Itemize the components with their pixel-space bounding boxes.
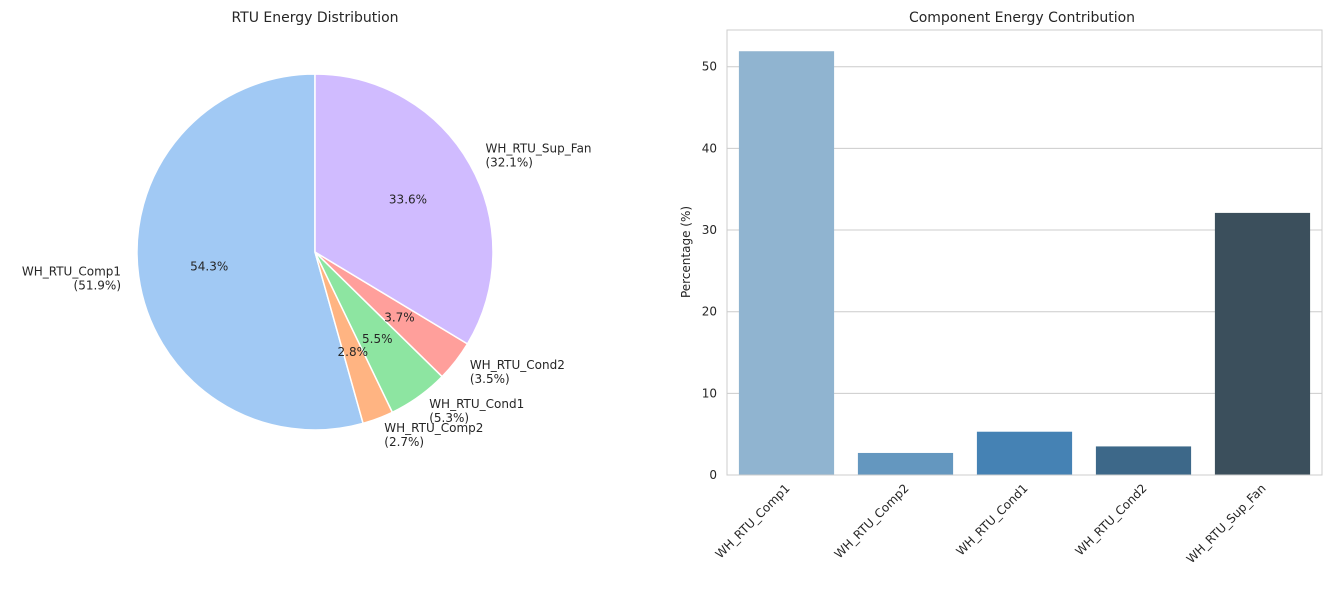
pie-title: RTU Energy Distribution xyxy=(231,10,398,26)
pie-slices xyxy=(136,73,494,431)
y-tick-label: 0 xyxy=(709,468,717,482)
x-tick-label: WH_RTU_Cond1 xyxy=(954,481,1031,558)
pie-pct-label: 54.3% xyxy=(190,260,228,274)
bar-wh-rtu-cond1 xyxy=(976,431,1073,475)
pie-slice-label: WH_RTU_Sup_Fan xyxy=(485,142,591,156)
pie-pct-label: 33.6% xyxy=(389,192,427,206)
pie-pct-label: 3.7% xyxy=(384,310,415,324)
x-tick-label: WH_RTU_Cond2 xyxy=(1073,481,1150,558)
y-tick-label: 40 xyxy=(702,141,717,155)
pie-slice-value-label: (32.1%) xyxy=(485,156,532,170)
bar-wh-rtu-comp2 xyxy=(857,452,954,475)
bar-title: Component Energy Contribution xyxy=(909,10,1135,26)
pie-slice-wh-rtu-sup-fan xyxy=(314,73,494,345)
pie-labels: 54.3% WH_RTU_Comp1(51.9%) 2.8% WH_RTU_Comp2… xyxy=(22,142,592,449)
pie-slice-label: WH_RTU_Cond1 xyxy=(429,397,524,411)
pie-pct-label: 2.8% xyxy=(338,345,369,359)
y-tick-label: 30 xyxy=(702,223,717,237)
pie-slice-value-label: (3.5%) xyxy=(470,372,510,386)
pie-slice-label: WH_RTU_Cond2 xyxy=(470,358,565,372)
bar-bars xyxy=(738,51,1311,475)
bar-chart: Component Energy Contribution 0 10 20 30 40 5… xyxy=(679,10,1323,566)
pie-slice-label: WH_RTU_Comp1 xyxy=(22,265,121,279)
pie-slice-value-label: (2.7%) xyxy=(384,435,424,449)
y-tick-label: 10 xyxy=(702,386,717,400)
pie-chart: RTU Energy Distribution 54.3% WH_RTU_Comp… xyxy=(22,10,592,449)
y-tick-label: 20 xyxy=(702,305,717,319)
bar-wh-rtu-sup-fan xyxy=(1214,212,1311,475)
pie-slice-wh-rtu-comp1 xyxy=(136,73,365,431)
pie-slice-value-label: (51.9%) xyxy=(74,279,121,293)
pie-slice-value-label: (5.3%) xyxy=(429,411,469,425)
bar-wh-rtu-cond2 xyxy=(1095,446,1192,475)
bar-wh-rtu-comp1 xyxy=(738,51,835,475)
x-tick-label: WH_RTU_Comp2 xyxy=(832,481,912,561)
x-tick-label: WH_RTU_Comp1 xyxy=(713,481,793,561)
x-tick-label: WH_RTU_Sup_Fan xyxy=(1184,481,1269,566)
pie-pct-label: 5.5% xyxy=(362,332,393,346)
y-tick-label: 50 xyxy=(702,60,717,74)
y-axis-label: Percentage (%) xyxy=(679,206,693,298)
pie-slice-label: WH_RTU_Comp2 xyxy=(384,421,483,435)
plot-frame xyxy=(726,29,1323,476)
